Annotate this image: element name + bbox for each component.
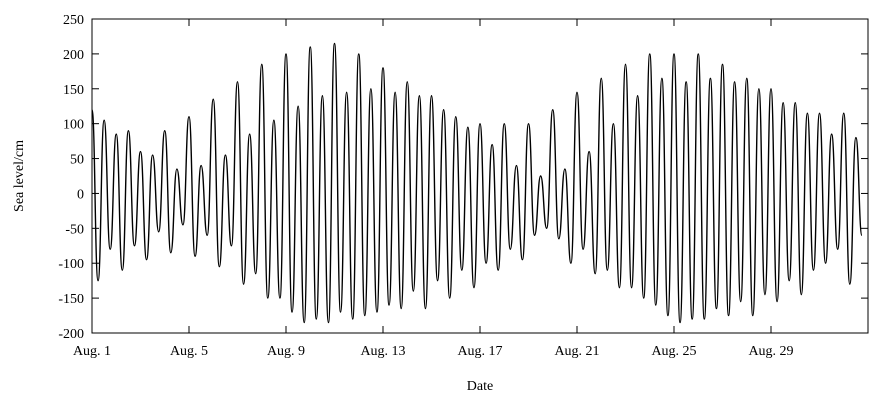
- y-tick-label-250: 250: [63, 13, 84, 28]
- y-tick-label--150: -150: [58, 292, 84, 307]
- x-tick-label-21: Aug. 21: [554, 344, 599, 359]
- x-tick-label-25: Aug. 25: [651, 344, 696, 359]
- y-tick-label--100: -100: [58, 257, 84, 272]
- x-tick-label-5: Aug. 5: [170, 344, 208, 359]
- y-tick-label-150: 150: [63, 83, 84, 98]
- x-tick-label-17: Aug. 17: [457, 344, 502, 359]
- y-tick-label--50: -50: [65, 222, 84, 237]
- sea-level-series-line-0: [91, 42, 863, 324]
- x-axis-title: Date: [467, 379, 493, 394]
- y-tick-label-50: 50: [70, 153, 84, 168]
- y-axis-title: Sea level/cm: [12, 140, 27, 212]
- x-tick-label-29: Aug. 29: [748, 344, 793, 359]
- y-tick-label-100: 100: [63, 118, 84, 133]
- axis-ticks: -200 -150 -100 -50 0 50 100 150 200 250 Aug. 1 Aug.…: [58, 13, 868, 359]
- x-tick-label-9: Aug. 9: [267, 344, 305, 359]
- y-tick-label-0: 0: [77, 187, 84, 202]
- plot-area: [91, 42, 863, 324]
- x-tick-label-1: Aug. 1: [73, 344, 111, 359]
- y-tick-label-200: 200: [63, 48, 84, 63]
- x-tick-label-13: Aug. 13: [360, 344, 405, 359]
- y-tick-label--200: -200: [58, 327, 84, 342]
